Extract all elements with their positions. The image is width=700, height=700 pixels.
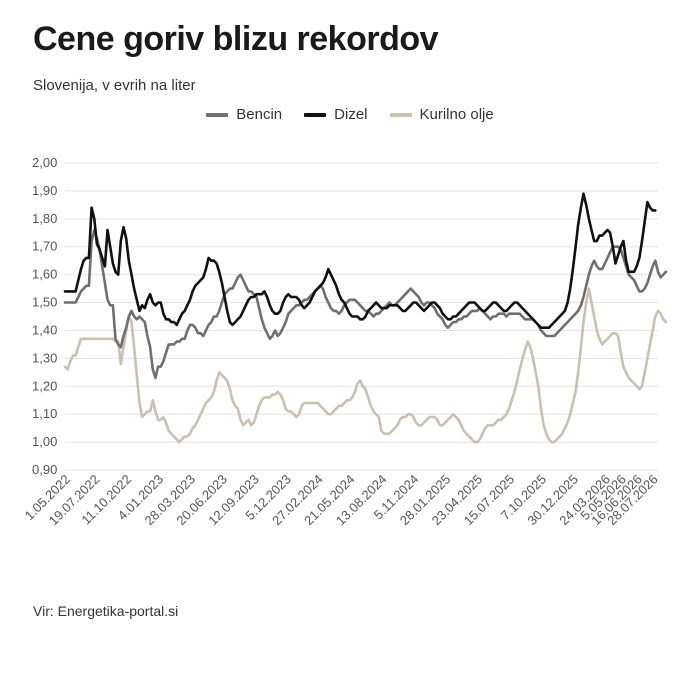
y-tick-label: 2,00: [32, 155, 57, 170]
legend-swatch-bencin: [206, 112, 229, 117]
legend-item-kurilno-olje: Kurilno olje: [389, 106, 494, 123]
y-tick-label: 1,50: [32, 295, 57, 310]
y-tick-label: 1,90: [32, 183, 57, 198]
legend-label-kurilno-olje: Kurilno olje: [419, 106, 494, 123]
y-tick-label: 1,60: [32, 267, 57, 282]
legend-label-dizel: Dizel: [334, 106, 368, 123]
series-line-dizel: [63, 192, 657, 330]
legend: Bencin Dizel Kurilno olje: [0, 106, 700, 123]
source-note: Vir: Energetika-portal.si: [33, 603, 179, 619]
series-line-bencin: [63, 228, 668, 380]
legend-label-bencin: Bencin: [236, 106, 283, 123]
chart-title: Cene goriv blizu rekordov: [33, 20, 439, 58]
y-tick-label: 1,20: [32, 378, 57, 393]
chart-subtitle: Slovenija, v evrih na liter: [33, 77, 196, 94]
series-line-kurilno-olje: [63, 287, 668, 444]
y-tick-label: 1,10: [32, 406, 57, 421]
legend-item-bencin: Bencin: [206, 106, 282, 123]
y-tick-label: 1,00: [32, 434, 57, 449]
y-tick-label: 1,80: [32, 211, 57, 226]
legend-swatch-kurilno-olje: [389, 112, 412, 117]
legend-item-dizel: Dizel: [304, 106, 368, 123]
y-tick-label: 0,90: [32, 462, 57, 477]
y-tick-label: 1,70: [32, 239, 57, 254]
y-tick-label: 1,40: [32, 322, 57, 337]
y-tick-label: 1,30: [32, 350, 57, 365]
legend-swatch-dizel: [304, 112, 327, 117]
